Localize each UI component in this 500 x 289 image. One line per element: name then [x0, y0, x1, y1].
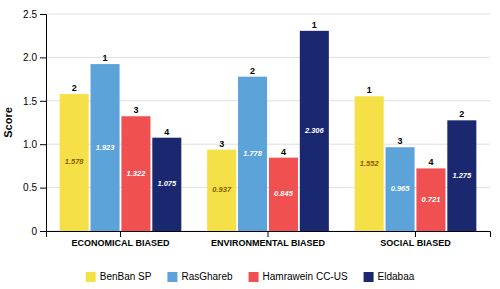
y-tick: 1.5	[23, 96, 46, 107]
x-tick-mark	[415, 231, 416, 237]
chart: 0 0.5 1.0 1.5 2.0 2.5 ECONOMICAL BIASED ENVIRON…	[0, 0, 500, 289]
bars	[60, 31, 477, 231]
rank-label: 3	[219, 139, 224, 149]
rank-label: 1	[367, 85, 372, 95]
y-tick-mark	[40, 231, 46, 232]
y-tick-mark	[40, 14, 46, 15]
y-tick: 2.5	[23, 9, 46, 20]
rank-label: 1	[312, 20, 317, 30]
bar	[152, 138, 181, 231]
y-tick-label: 0.5	[23, 182, 37, 193]
value-label: 0.965	[391, 184, 411, 193]
value-label: 1.923	[96, 143, 116, 152]
rank-label: 2	[250, 66, 255, 76]
value-label: 0.721	[422, 195, 441, 204]
legend-item: Eldabaa	[364, 271, 415, 282]
plot: 0 0.5 1.0 1.5 2.0 2.5 ECONOMICAL BIASED ENVIRON…	[23, 9, 490, 249]
y-tick-label: 1.0	[23, 139, 37, 150]
y-tick-label: 1.5	[23, 96, 37, 107]
bar	[416, 168, 445, 231]
value-label: 1.778	[243, 149, 263, 158]
legend-item: Hamrawein CC-US	[249, 271, 348, 282]
legend-swatch	[86, 272, 96, 282]
x-axis: ECONOMICAL BIASED ENVIRONMENTAL BIASED SOC…	[47, 231, 491, 248]
grid	[46, 14, 490, 231]
bar	[269, 158, 298, 231]
y-tick-mark	[40, 188, 46, 189]
legend-item: BenBan SP	[86, 271, 152, 282]
rank-label: 2	[459, 109, 464, 119]
value-label: 1.552	[360, 159, 380, 168]
bar	[207, 150, 236, 231]
legend-swatch	[364, 272, 374, 282]
legend-swatch	[249, 272, 259, 282]
y-tick-mark	[40, 57, 46, 58]
bar	[355, 96, 384, 231]
x-axis-line	[47, 232, 491, 238]
legend-label: BenBan SP	[100, 271, 152, 282]
bar	[300, 31, 329, 231]
x-tick-mark	[120, 231, 121, 237]
rank-label: 4	[428, 157, 433, 167]
data-labels: 1.578 2 0.937 3 1.552 1 1.923 1 1.778 2 0.965 3 1.32…	[65, 20, 472, 204]
value-label: 0.937	[212, 185, 232, 194]
legend-label: Hamrawein CC-US	[263, 271, 348, 282]
y-axis: 0 0.5 1.0 1.5 2.0 2.5	[23, 9, 46, 237]
value-label: 0.845	[274, 189, 294, 198]
rank-label: 2	[72, 83, 77, 93]
x-tick: SOCIAL BIASED	[380, 231, 451, 248]
y-axis-line	[40, 15, 47, 232]
y-tick: 0.5	[23, 182, 46, 193]
x-tick-label: ECONOMICAL BIASED	[72, 238, 170, 248]
x-tick-mark	[268, 231, 269, 237]
x-tick: ENVIRONMENTAL BIASED	[211, 231, 326, 248]
y-tick: 1.0	[23, 139, 46, 150]
rank-label: 4	[281, 147, 286, 157]
y-tick-label: 2.0	[23, 52, 37, 63]
bar	[91, 64, 120, 231]
legend-label: Eldabaa	[378, 271, 415, 282]
y-tick-label: 0	[31, 226, 37, 237]
legend-item: RasGhareb	[167, 271, 233, 282]
value-label: 2.306	[304, 126, 325, 135]
bar	[447, 120, 476, 231]
bar	[60, 94, 89, 231]
y-tick: 2.0	[23, 52, 46, 63]
legend-label: RasGhareb	[181, 271, 233, 282]
legend: BenBan SP RasGhareb Hamrawein CC-US Eldabaa	[86, 271, 415, 282]
grid-line	[46, 14, 490, 15]
bar	[121, 116, 150, 231]
rank-label: 4	[164, 127, 169, 137]
y-tick-mark	[40, 101, 46, 102]
grid-line	[46, 57, 490, 58]
y-tick-mark	[40, 144, 46, 145]
y-axis-title: Score	[2, 107, 14, 138]
rank-label: 3	[133, 105, 138, 115]
x-tick-label: SOCIAL BIASED	[380, 238, 451, 248]
y-tick: 0	[31, 226, 46, 237]
value-label: 1.322	[127, 169, 147, 178]
value-label: 1.578	[65, 157, 85, 166]
value-label: 1.275	[452, 171, 472, 180]
rank-label: 3	[398, 136, 403, 146]
x-tick: ECONOMICAL BIASED	[72, 231, 170, 248]
value-label: 1.075	[157, 179, 177, 188]
bar	[386, 147, 415, 231]
x-tick-label: ENVIRONMENTAL BIASED	[211, 238, 326, 248]
bar	[238, 77, 267, 231]
rank-label: 1	[103, 53, 108, 63]
legend-swatch	[167, 272, 177, 282]
y-tick-label: 2.5	[23, 9, 37, 20]
